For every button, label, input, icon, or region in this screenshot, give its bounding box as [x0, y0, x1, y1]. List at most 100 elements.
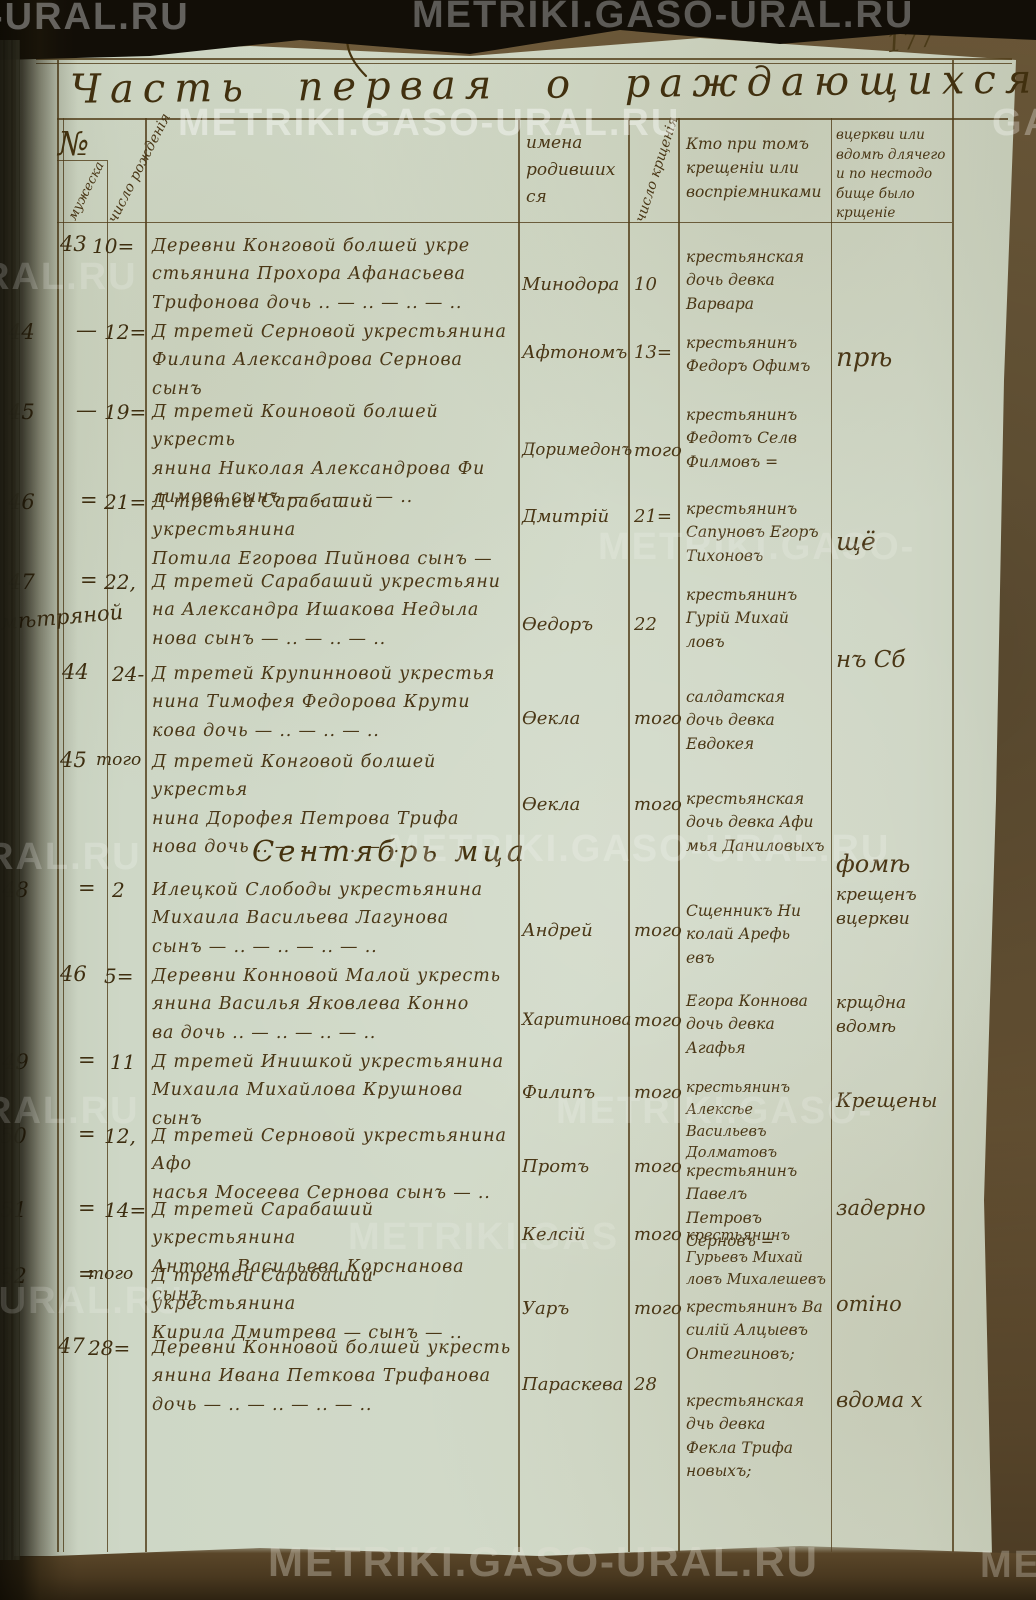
- table-row: 45 — 19= Д третей Коиновой болшей укрест…: [0, 398, 1036, 507]
- godparents-text: крестьянинъ Алексѣе Васильевъ Долматовъ: [686, 1080, 790, 1162]
- table-row: 44 24- Д третей Крупинновой укрестья нин…: [0, 660, 1036, 753]
- baptism-date: того: [634, 794, 682, 815]
- birth-date: 11: [110, 1050, 136, 1074]
- column-divider: [831, 118, 833, 1552]
- child-name: Ѳедоръ: [522, 614, 594, 635]
- priest-note: задерно: [836, 1196, 926, 1220]
- birth-date: 14=: [104, 1198, 147, 1222]
- table-row: 48 = 2 Илецкой Слободы укрестьянина Миха…: [0, 876, 1036, 967]
- godparents-text: крестьянинъ Павелъ Петровъ Серновъ =: [686, 1162, 798, 1250]
- child-name: Ѳекла: [522, 794, 581, 815]
- birth-date: 12,: [104, 1124, 136, 1148]
- baptism-date: того: [634, 1156, 682, 1177]
- baptism-date: 13=: [634, 342, 672, 363]
- table-row: 47 = 22, Д третей Сарабаший укрестьяни н…: [0, 568, 1036, 673]
- birth-date: 2: [112, 878, 125, 902]
- watermark: METRIKI.GA: [980, 1544, 1036, 1586]
- priest-note: щё: [836, 527, 876, 556]
- priest-note: фомѣ: [836, 850, 911, 878]
- child-name: Келсій: [522, 1224, 586, 1245]
- godparents-text: Сщенникъ Ни колай Арефь евъ: [686, 902, 801, 967]
- child-name: Харитинова: [522, 1010, 632, 1029]
- book-spine-shadow: [0, 0, 78, 1600]
- birth-date: 10=: [92, 234, 135, 258]
- watermark: GA: [992, 102, 1036, 144]
- entry-text: Д третей Сарабаший укрестьянина Кирила Д…: [152, 1266, 463, 1343]
- godparents-text: крестьянинъ Гурьевъ Михай ловъ Михалешев…: [686, 1228, 826, 1288]
- entry-text: Деревни Конновой болшей укресть янина Ив…: [152, 1338, 511, 1415]
- column-divider: [145, 118, 147, 1552]
- row-number: =: [78, 1262, 96, 1286]
- entry-text: Д третей Сарабаший укрестьяни на Алексан…: [152, 572, 501, 649]
- header-child-name: имена родивших ся: [526, 133, 616, 208]
- child-name: Уаръ: [522, 1298, 570, 1319]
- baptism-date: того: [634, 1224, 682, 1245]
- child-name: Филипъ: [522, 1082, 596, 1103]
- baptism-date: 28: [634, 1374, 657, 1395]
- month-section-header: Сентябрь мца: [252, 834, 528, 868]
- entry-text: Д третей Серновой укрестьянина Филипа Ал…: [152, 322, 507, 399]
- godparents-text: крестьянская дчь девка Фекла Трифа новых…: [686, 1392, 805, 1480]
- rule-line: [36, 63, 1012, 64]
- baptism-date: того: [634, 1010, 682, 1031]
- child-name: Параскева: [522, 1374, 624, 1395]
- column-divider: [952, 60, 954, 1552]
- table-row: 44 — 12= Д третей Серновой укрестьянина …: [0, 318, 1036, 399]
- child-name: Протъ: [522, 1156, 590, 1177]
- watermark: METRIKI.GASO-URAL.RU: [178, 102, 681, 144]
- godparents-text: крестьянинъ Ва силій Алцыевъ Онтегиновъ;: [686, 1298, 823, 1363]
- row-number: —: [76, 318, 97, 342]
- entry-text: Д третей Инишкой укрестьянина Михаила Ми…: [152, 1052, 504, 1129]
- baptism-date: того: [634, 440, 682, 461]
- child-name: Андрей: [522, 920, 593, 941]
- godparents-text: крестьянинъ Федотъ Селв Филмовъ =: [686, 406, 798, 471]
- row-number: =: [78, 876, 96, 900]
- birth-date: 19=: [104, 400, 147, 424]
- table-row: 43 10= Деревни Конговой болшей укре стья…: [0, 232, 1036, 313]
- column-divider: [628, 118, 630, 1552]
- table-row: 45 того Д третей Конговой болшей укресть…: [0, 748, 1036, 878]
- baptism-date: того: [634, 920, 682, 941]
- watermark: METRIKI.GASO-URAL.RU: [388, 828, 891, 870]
- entry-text: Д третей Сарабаший укрестьянина Потила Е…: [152, 492, 493, 569]
- table-row: 52 = того Д третей Сарабаший укрестьянин…: [0, 1262, 1036, 1363]
- birth-date: 12=: [104, 320, 147, 344]
- birth-date: того: [96, 750, 142, 770]
- child-name: Дмитрій: [522, 506, 610, 527]
- watermark: RAL.RU: [0, 836, 142, 878]
- entry-text: Деревни Конновой Малой укресть янина Вас…: [152, 966, 501, 1043]
- header-godparents: Кто при томъ крещеніи или воспріемниками: [686, 135, 822, 202]
- birth-date: 22,: [104, 570, 136, 594]
- godparents-text: крестьянская дочь девка Варвара: [686, 248, 805, 313]
- birth-date: 24-: [112, 662, 145, 686]
- entry-text: Деревни Конговой болшей укре стьянина Пр…: [152, 236, 470, 313]
- row-number: =: [78, 1196, 96, 1220]
- baptism-date: того: [634, 1298, 682, 1319]
- watermark: METRIKI.GAS: [348, 1216, 620, 1258]
- priest-note: прѣ: [836, 343, 893, 373]
- entry-text: Д третей Серновой укрестьянина Афо насья…: [152, 1126, 507, 1203]
- row-number: =: [80, 488, 98, 512]
- child-name: Ѳекла: [522, 708, 581, 729]
- header-where-baptized: вцеркви или вдомѣ длячего и по нестодо б…: [836, 127, 946, 222]
- table-row: 46 5= Деревни Конновой Малой укресть яни…: [0, 962, 1036, 1057]
- table-row: 51 = 14= Д третей Сарабаший укрестьянина…: [0, 1196, 1036, 1305]
- entry-text: Д третей Сарабаший укрестьянина Антона В…: [152, 1200, 465, 1306]
- baptism-date: 21=: [634, 506, 672, 527]
- entry-text: Д третей Крупинновой укрестья нина Тимоф…: [152, 664, 496, 741]
- priest-note: отіно: [836, 1292, 902, 1316]
- baptism-date: того: [634, 1082, 682, 1103]
- godparents-text: салдатская дочь девка Евдокея: [686, 688, 785, 753]
- row-number: =: [78, 1048, 96, 1072]
- rule-line: [36, 58, 1012, 60]
- watermark: METRIKI.GASO-URAL.RU: [268, 1538, 819, 1585]
- godparents-text: крестьянинъ Гурій Михай ловъ: [686, 586, 798, 651]
- rule-line: [57, 222, 952, 224]
- watermark: -URAL.RU: [0, 0, 190, 38]
- table-row: 49 = 11 Д третей Инишкой укрестьянина Ми…: [0, 1048, 1036, 1161]
- child-name: Афтономъ: [522, 342, 628, 363]
- priest-note: Крещены: [836, 1088, 938, 1112]
- table-row: 46 = 21= Д третей Сарабаший укрестьянина…: [0, 488, 1036, 569]
